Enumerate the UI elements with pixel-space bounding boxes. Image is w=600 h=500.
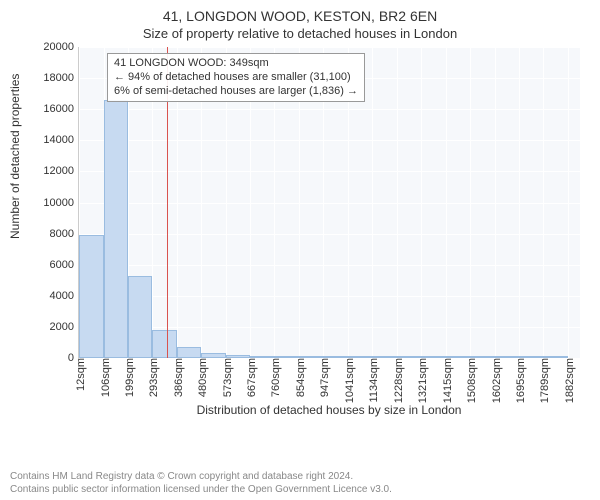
- footer-line-2: Contains public sector information licen…: [10, 484, 590, 497]
- histogram-bar: [226, 355, 251, 358]
- histogram-bar: [250, 356, 274, 358]
- y-tick-label: 14000: [25, 134, 79, 146]
- x-tick-label: 293sqm: [144, 358, 160, 397]
- gridline-h: [79, 203, 580, 204]
- y-tick-label: 6000: [25, 259, 79, 271]
- gridline-v: [397, 47, 398, 358]
- x-tick-label: 1508sqm: [462, 358, 478, 403]
- x-tick-label: 1228sqm: [389, 358, 405, 403]
- footer-line-1: Contains HM Land Registry data © Crown c…: [10, 471, 590, 484]
- plot: 0200040006000800010000120001400016000180…: [78, 47, 580, 359]
- gridline-h: [79, 47, 580, 48]
- histogram-bar: [446, 356, 470, 358]
- histogram-bar: [299, 356, 323, 358]
- gridline-v: [372, 47, 373, 358]
- x-tick-label: 667sqm: [242, 358, 258, 397]
- histogram-bar: [274, 356, 299, 358]
- histogram-bar: [128, 276, 153, 358]
- histogram-bar: [177, 347, 202, 358]
- gridline-h: [79, 234, 580, 235]
- histogram-bar: [372, 356, 397, 358]
- gridline-h: [79, 171, 580, 172]
- gridline-v: [421, 47, 422, 358]
- chart-title-main: 41, LONGDON WOOD, KESTON, BR2 6EN: [10, 8, 590, 24]
- x-tick-label: 12sqm: [71, 358, 87, 391]
- gridline-h: [79, 109, 580, 110]
- x-tick-label: 854sqm: [291, 358, 307, 397]
- annotation-line: 6% of semi-detached houses are larger (1…: [114, 85, 358, 99]
- gridline-h: [79, 140, 580, 141]
- histogram-bar: [201, 353, 225, 358]
- chart-area: Number of detached properties 0200040006…: [20, 47, 580, 417]
- annotation-box: 41 LONGDON WOOD: 349sqm← 94% of detached…: [107, 53, 365, 102]
- x-tick-label: 1415sqm: [438, 358, 454, 403]
- gridline-h: [79, 296, 580, 297]
- y-tick-label: 12000: [25, 165, 79, 177]
- annotation-line: 41 LONGDON WOOD: 349sqm: [114, 57, 358, 71]
- x-tick-label: 1134sqm: [364, 358, 380, 402]
- x-tick-label: 760sqm: [266, 358, 282, 397]
- gridline-h: [79, 327, 580, 328]
- x-tick-label: 199sqm: [120, 358, 136, 397]
- histogram-bar: [543, 356, 567, 358]
- y-tick-label: 8000: [25, 228, 79, 240]
- x-tick-label: 1041sqm: [340, 358, 356, 403]
- y-tick-label: 4000: [25, 290, 79, 302]
- histogram-bar: [348, 356, 372, 358]
- gridline-v: [446, 47, 447, 358]
- y-tick-label: 20000: [25, 41, 79, 53]
- x-tick-label: 1882sqm: [560, 358, 576, 403]
- x-axis-label: Distribution of detached houses by size …: [78, 403, 580, 417]
- x-tick-label: 386sqm: [169, 358, 185, 397]
- histogram-bar: [519, 356, 544, 358]
- x-tick-label: 1602sqm: [487, 358, 503, 403]
- histogram-bar: [323, 356, 348, 358]
- gridline-v: [519, 47, 520, 358]
- x-tick-label: 1321sqm: [413, 358, 429, 403]
- x-tick-label: 106sqm: [96, 358, 112, 397]
- histogram-bar: [152, 330, 176, 358]
- chart-footer: Contains HM Land Registry data © Crown c…: [10, 471, 590, 496]
- y-tick-label: 16000: [25, 103, 79, 115]
- y-tick-label: 18000: [25, 72, 79, 84]
- histogram-bar: [495, 356, 519, 358]
- gridline-v: [470, 47, 471, 358]
- histogram-bar: [397, 356, 421, 358]
- gridline-v: [568, 47, 569, 358]
- histogram-bar: [470, 356, 495, 358]
- y-tick-label: 2000: [25, 321, 79, 333]
- x-tick-label: 947sqm: [315, 358, 331, 397]
- gridline-v: [495, 47, 496, 358]
- gridline-h: [79, 265, 580, 266]
- chart-container: 41, LONGDON WOOD, KESTON, BR2 6EN Size o…: [0, 0, 600, 500]
- plot-wrap: 0200040006000800010000120001400016000180…: [78, 47, 580, 359]
- histogram-bar: [79, 235, 104, 358]
- histogram-bar: [104, 100, 128, 358]
- x-tick-label: 1789sqm: [535, 358, 551, 403]
- y-tick-label: 10000: [25, 197, 79, 209]
- x-tick-label: 573sqm: [218, 358, 234, 397]
- x-tick-label: 1695sqm: [511, 358, 527, 403]
- annotation-line: ← 94% of detached houses are smaller (31…: [114, 71, 358, 85]
- x-tick-label: 480sqm: [193, 358, 209, 397]
- histogram-bar: [421, 356, 446, 358]
- chart-title-sub: Size of property relative to detached ho…: [10, 26, 590, 41]
- gridline-v: [543, 47, 544, 358]
